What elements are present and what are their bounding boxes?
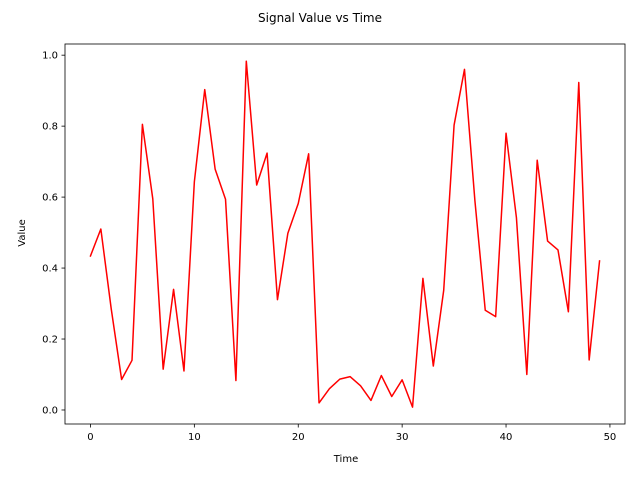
x-tick-label: 20 [292, 432, 305, 443]
x-tick-label: 40 [500, 432, 513, 443]
x-tick-label: 30 [396, 432, 409, 443]
x-tick-label: 0 [87, 432, 93, 443]
y-axis-title: Value [17, 219, 28, 246]
x-tick-label: 10 [188, 432, 201, 443]
plot-area [89, 60, 601, 408]
y-tick-label: 1.0 [42, 51, 58, 62]
y-tick-label: 0.2 [42, 335, 58, 346]
chart-title: Signal Value vs Time [258, 11, 382, 25]
y-tick-label: 0.6 [42, 193, 58, 204]
plot-frame [64, 43, 626, 425]
y-tick-label: 0.4 [42, 264, 58, 275]
x-axis-title: Time [333, 454, 358, 465]
series-line-0 [89, 60, 601, 408]
y-tick-label: 0.0 [42, 405, 58, 416]
y-tick-label: 0.8 [42, 122, 58, 133]
axes: 0 10 20 30 40 50 0.0 0.2 0.4 0.6 0.8 1.0 [42, 43, 626, 443]
x-tick-label: 50 [604, 432, 617, 443]
